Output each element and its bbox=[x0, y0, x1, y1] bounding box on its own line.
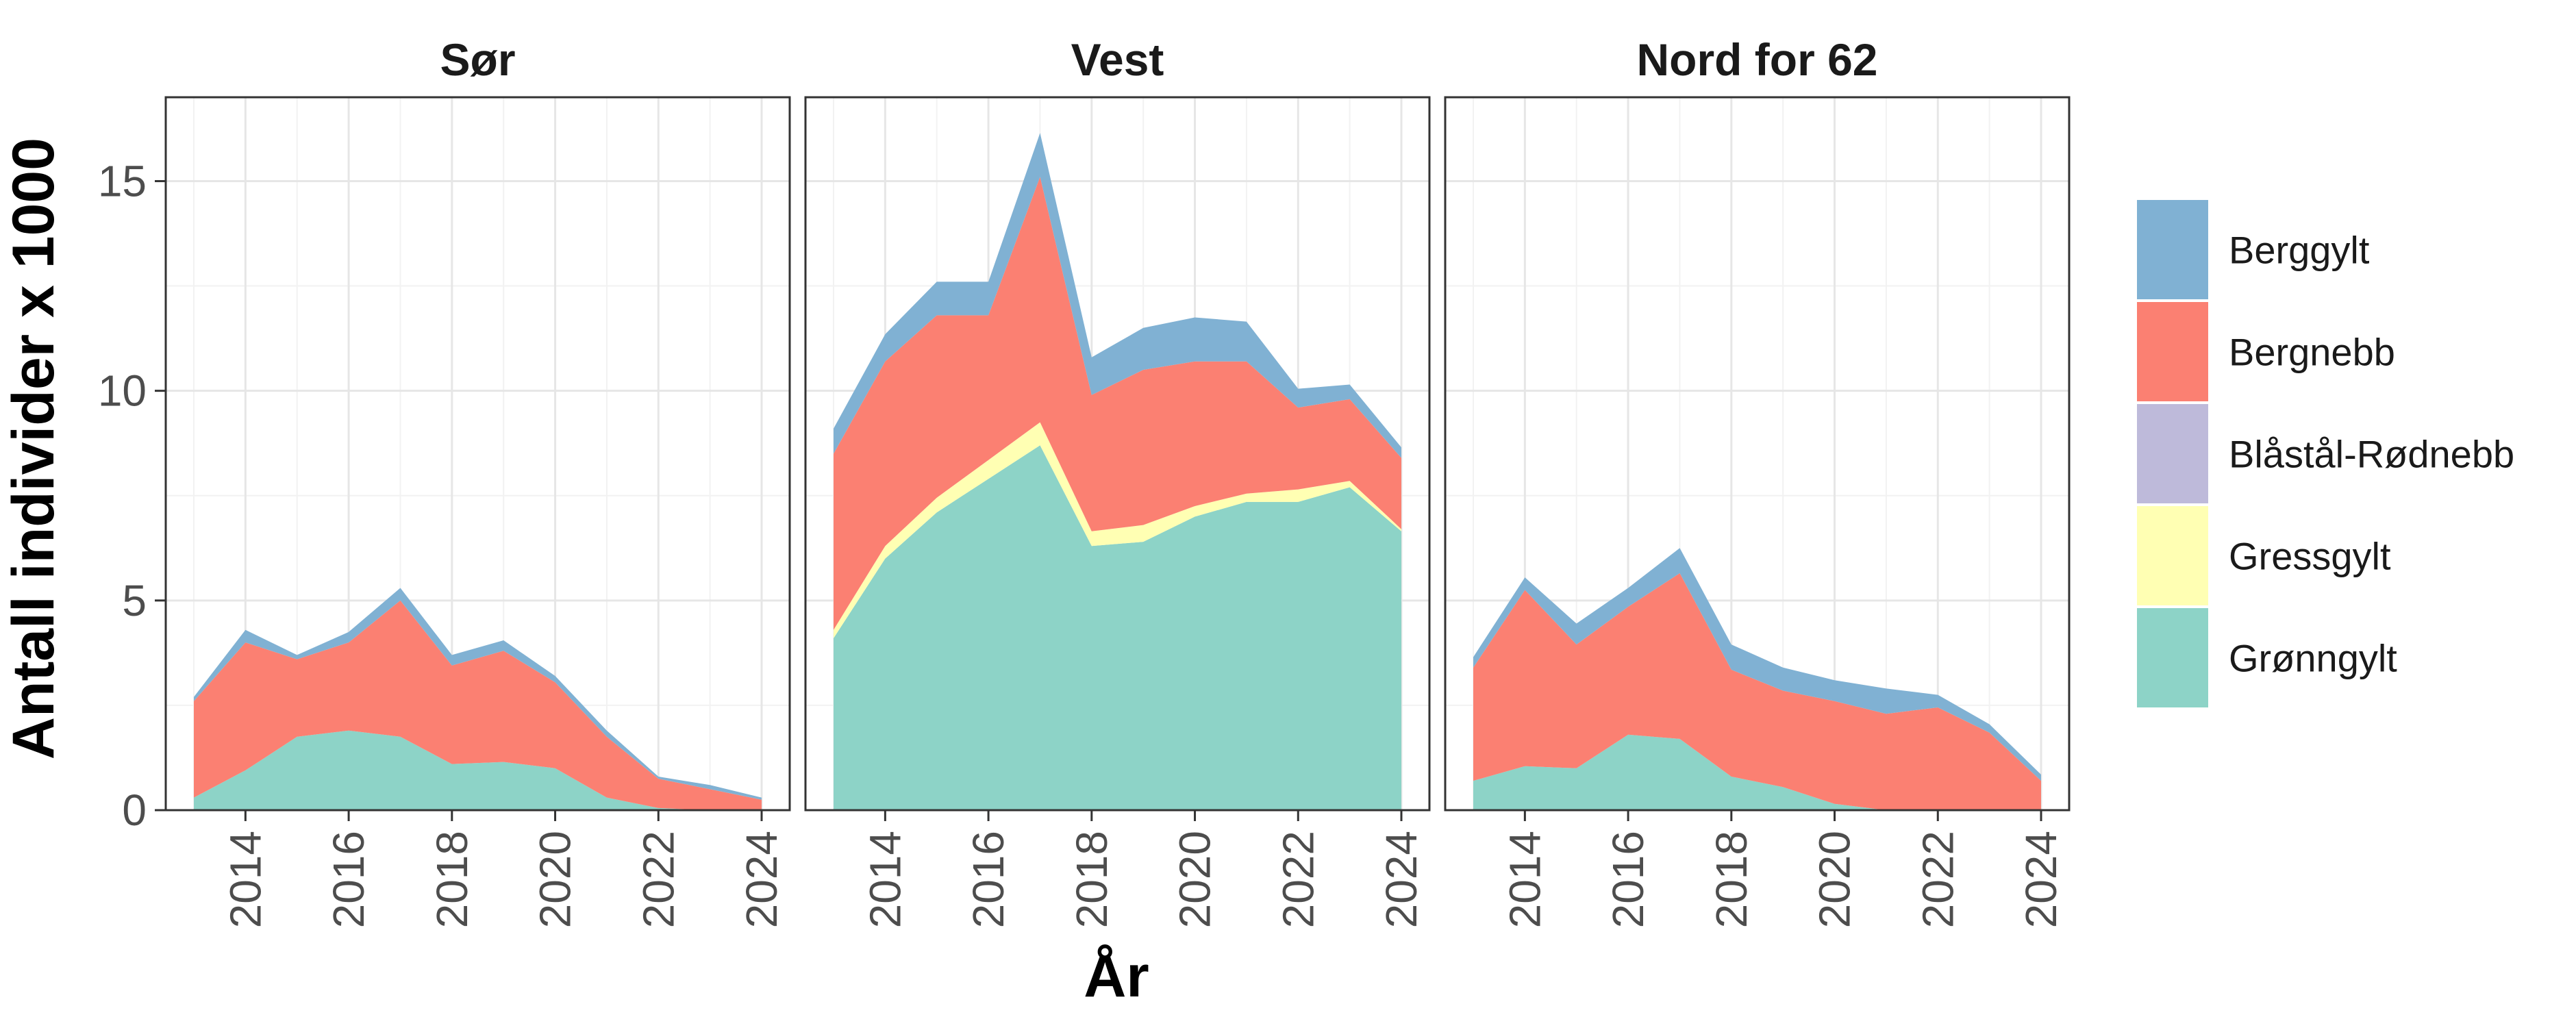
x-tick-label: 2022 bbox=[1273, 831, 1323, 928]
panel-title: Vest bbox=[1071, 34, 1164, 85]
legend-item-gressgylt: Gressgylt bbox=[2134, 503, 2391, 608]
legend-label: Bergnebb bbox=[2229, 331, 2395, 374]
panel-border bbox=[1444, 96, 2071, 812]
x-tick-label: 2022 bbox=[634, 831, 683, 928]
legend-item-gronngylt: Grønngylt bbox=[2134, 605, 2397, 710]
legend: Berggylt Bergnebb Blåstål-Rødnebb Gressgylt… bbox=[2134, 197, 2514, 710]
legend-key bbox=[2134, 503, 2211, 608]
x-tick-label: 2018 bbox=[427, 831, 477, 928]
legend-label: Blåstål-Rødnebb bbox=[2229, 433, 2514, 476]
x-tick-label: 2016 bbox=[964, 831, 1013, 928]
y-axis-title: Antall individer x 1000 bbox=[1, 138, 66, 759]
x-tick-label: 2018 bbox=[1067, 831, 1116, 928]
area-sor-bergnebb bbox=[194, 600, 762, 810]
panel-nord-for-62: Nord for 62 2014 2016 2018 2020 2022 2024 bbox=[1444, 34, 2071, 928]
area-vest-berggylt bbox=[834, 133, 1401, 458]
x-axis-title: År bbox=[1084, 944, 1149, 1009]
panel-sor: Sør 2014 2016 2018 2020 2022 2024 0 5 10 15 bbox=[98, 34, 791, 928]
panel-title: Nord for 62 bbox=[1636, 34, 1877, 85]
area-nord-for-62-bergnebb bbox=[1473, 573, 2041, 810]
y-tick-label: 10 bbox=[98, 366, 147, 416]
legend-item-bergnebb: Bergnebb bbox=[2134, 299, 2395, 404]
legend-key bbox=[2134, 605, 2211, 710]
panel-border bbox=[804, 96, 1431, 812]
legend-label: Grønngylt bbox=[2229, 637, 2397, 680]
area-vest-bergnebb bbox=[834, 177, 1401, 630]
legend-item-berggylt: Berggylt bbox=[2134, 197, 2370, 302]
x-tick-label: 2024 bbox=[2016, 831, 2066, 928]
y-tick-label: 15 bbox=[98, 156, 147, 205]
legend-label: Berggylt bbox=[2229, 229, 2370, 272]
area-vest-gronngylt bbox=[834, 445, 1401, 810]
area-nord-for-62-berggylt bbox=[1473, 548, 2041, 781]
panel-title: Sør bbox=[440, 34, 515, 85]
x-tick-label: 2014 bbox=[860, 831, 910, 928]
legend-key bbox=[2134, 197, 2211, 302]
x-tick-label: 2018 bbox=[1707, 831, 1756, 928]
area-sor-berggylt bbox=[194, 588, 762, 800]
x-tick-label: 2020 bbox=[1810, 831, 1860, 928]
x-tick-label: 2024 bbox=[1377, 831, 1426, 928]
x-tick-label: 2014 bbox=[1500, 831, 1549, 928]
legend-label: Gressgylt bbox=[2229, 535, 2391, 578]
legend-key bbox=[2134, 299, 2211, 404]
x-tick-label: 2016 bbox=[324, 831, 373, 928]
x-tick-label: 2024 bbox=[737, 831, 786, 928]
x-tick-label: 2020 bbox=[1171, 831, 1220, 928]
x-tick-label: 2022 bbox=[1913, 831, 1962, 928]
y-tick-label: 5 bbox=[122, 576, 147, 625]
x-tick-label: 2016 bbox=[1603, 831, 1653, 928]
y-tick-label: 0 bbox=[122, 786, 147, 835]
x-tick-label: 2014 bbox=[221, 831, 270, 928]
panels: Sør 2014 2016 2018 2020 2022 2024 0 5 10 15 Vest 201… bbox=[98, 34, 2071, 928]
area-vest-gressgylt bbox=[834, 422, 1401, 638]
x-tick-label: 2020 bbox=[531, 831, 580, 928]
legend-item-blastal-rodnebb: Blåstål-Rødnebb bbox=[2134, 401, 2514, 506]
panel-vest: Vest 2014 2016 2018 2020 2022 2024 bbox=[804, 34, 1431, 928]
area-sor-gronngylt bbox=[194, 730, 762, 810]
panel-border bbox=[164, 96, 791, 812]
legend-key bbox=[2134, 401, 2211, 506]
area-nord-for-62-gronngylt bbox=[1473, 734, 2041, 810]
